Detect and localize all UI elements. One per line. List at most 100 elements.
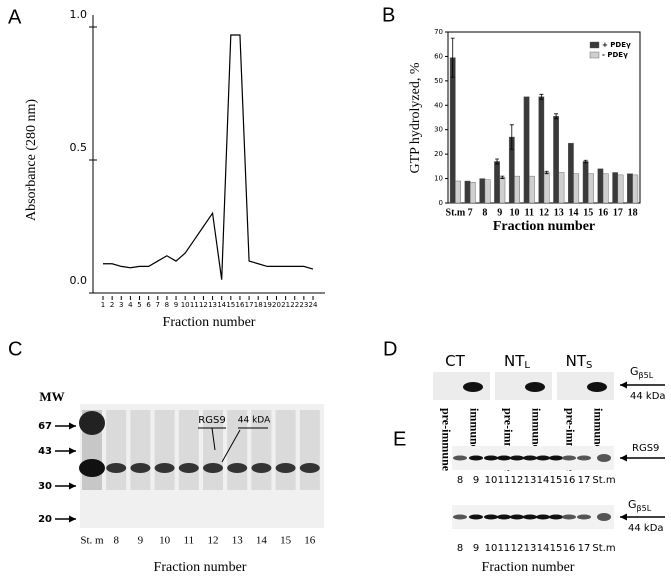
marker-size: 44 kDa [630, 391, 666, 402]
y-tick-label: 0.5 [70, 141, 88, 154]
lane-label: 14 [256, 535, 268, 547]
data-line [103, 34, 314, 280]
bar [455, 180, 461, 204]
error-bar [509, 124, 514, 150]
x-tick-label: 20 [272, 301, 281, 309]
x-tick-label: 16 [235, 301, 244, 309]
lane-label: 15 [280, 535, 292, 547]
x-tick-label: 13 [208, 301, 217, 309]
lane-smear [275, 410, 296, 490]
lane-label: 13 [232, 535, 244, 547]
band [497, 455, 511, 461]
bar [602, 173, 609, 204]
x-axis-title: Fraction number [482, 560, 575, 575]
lane-label: 12 [511, 543, 524, 554]
y-axis-title: GTP hydrolyzed, % [408, 62, 423, 173]
marker-label: Gβ5L [630, 365, 654, 380]
band [178, 463, 199, 473]
lane-label: 9 [138, 535, 144, 547]
lane-label: 10 [485, 543, 498, 554]
legend-label: + PDEγ [602, 41, 631, 49]
x-tick-label: 12 [539, 207, 549, 218]
bar [582, 161, 589, 204]
group-title: NTS [566, 352, 593, 372]
x-tick-label: 10 [181, 301, 190, 309]
y-tick-label: 10 [434, 175, 443, 183]
mw-arrow-head [69, 447, 76, 455]
lane-label: St.m [592, 475, 615, 486]
lane-label: 16 [304, 535, 316, 547]
legend-label: - PDEγ [602, 51, 628, 59]
marker-arrow-head [620, 381, 627, 389]
x-tick-label: 9 [497, 207, 502, 218]
bar [543, 172, 550, 204]
bar [529, 175, 535, 204]
band [549, 455, 563, 461]
band [79, 411, 105, 435]
group-title-sub: S [586, 360, 592, 371]
y-tick-label: 40 [434, 101, 443, 109]
mw-marker: 67 [38, 421, 52, 432]
mw-arrow-head [69, 482, 76, 490]
lane-label: 11 [498, 543, 511, 554]
x-tick-label: 10 [509, 207, 519, 218]
band [577, 514, 591, 520]
x-tick-label: 16 [598, 207, 608, 218]
group-title-main: CT [445, 352, 465, 370]
lane-label: 13 [524, 475, 537, 486]
bar [617, 174, 624, 204]
lane-label: 9 [473, 475, 479, 486]
bar [538, 96, 545, 204]
lane-label: 11 [498, 475, 511, 486]
band [154, 463, 175, 473]
band [463, 382, 483, 392]
x-tick-label: 8 [165, 301, 169, 309]
error-bar [500, 175, 505, 179]
band [469, 455, 483, 461]
lane-label: immune [529, 408, 543, 451]
band-label: RGS9 [632, 443, 659, 454]
lane-label: 14 [537, 475, 550, 486]
band [597, 513, 611, 521]
marker-arrow-head [620, 513, 627, 521]
lane-label: pre-immune [439, 408, 453, 472]
y-tick-label: 0.0 [70, 274, 88, 287]
mw-arrow-head [69, 422, 76, 430]
band [251, 463, 272, 473]
band [523, 514, 537, 520]
group-title: NTL [504, 352, 530, 372]
error-bar [554, 113, 559, 120]
x-tick-label: 2 [110, 301, 114, 309]
y-tick-label: 0 [439, 199, 443, 207]
band [587, 382, 607, 392]
group-title-main: NT [566, 352, 587, 370]
bar [514, 175, 520, 204]
group-title-main: NT [504, 352, 525, 370]
panel-label: B [382, 4, 395, 26]
lane-smear [178, 410, 199, 490]
band [275, 463, 296, 473]
band [510, 514, 524, 520]
x-tick-label: 23 [299, 301, 308, 309]
y-tick-label: 70 [434, 28, 443, 36]
marker-label: Gβ5L [628, 498, 652, 513]
band [597, 454, 611, 462]
x-tick-label: 14 [217, 301, 226, 309]
lane-smear [154, 410, 175, 490]
mw-title: MW [39, 389, 64, 404]
lane-label: 11 [184, 535, 195, 547]
lane-label: 17 [578, 543, 591, 554]
lane-label: 8 [457, 475, 463, 486]
y-tick-label: 60 [434, 52, 443, 60]
y-tick-label: 1.0 [70, 8, 88, 21]
marker-main: G [630, 365, 639, 378]
mw-marker: 20 [38, 514, 52, 525]
x-tick-label: 22 [290, 301, 299, 309]
bar [558, 172, 565, 204]
band [525, 382, 545, 392]
x-tick-label: 4 [128, 301, 133, 309]
group-title-sub: L [524, 360, 530, 371]
x-tick-label: 21 [281, 301, 290, 309]
bar [627, 173, 633, 204]
